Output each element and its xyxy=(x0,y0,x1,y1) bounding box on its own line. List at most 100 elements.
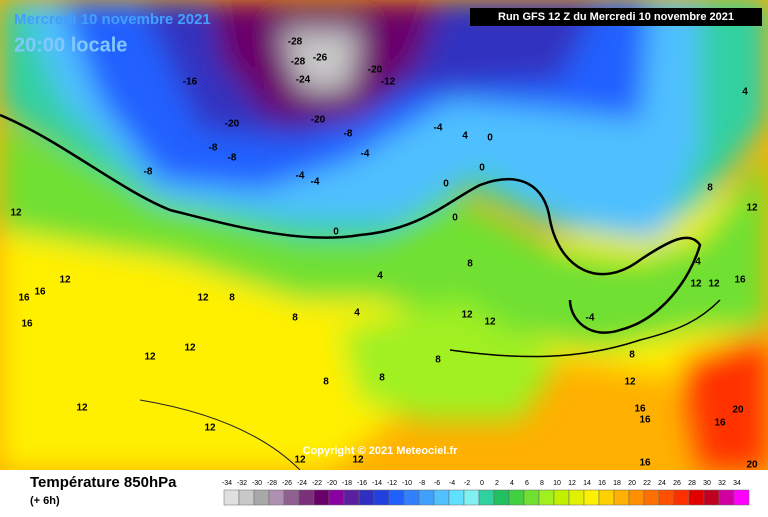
legend-swatch xyxy=(583,489,600,506)
legend-value: -28 xyxy=(267,480,277,487)
legend-swatch xyxy=(658,489,675,506)
map-label: 4 xyxy=(462,131,468,142)
legend-value: -14 xyxy=(372,480,382,487)
zero-isotherm xyxy=(0,113,702,334)
map-label: -28 xyxy=(288,37,303,48)
legend-swatch xyxy=(433,489,450,506)
legend-step: (+ 6h) xyxy=(30,495,60,507)
legend-swatch xyxy=(673,489,690,506)
legend-value: 22 xyxy=(643,480,651,487)
legend-swatch xyxy=(703,489,720,506)
legend-value: 8 xyxy=(540,480,544,487)
legend-swatch xyxy=(253,489,270,506)
legend-swatch xyxy=(403,489,420,506)
map-label: -4 xyxy=(361,149,370,160)
map-label: -8 xyxy=(209,143,218,154)
legend-swatch xyxy=(643,489,660,506)
map-label: -28 xyxy=(291,57,306,68)
legend-value: -34 xyxy=(222,480,232,487)
map-label: 12 xyxy=(690,279,702,290)
legend-value: -32 xyxy=(237,480,247,487)
map-background xyxy=(0,0,768,470)
legend-swatch xyxy=(508,489,525,506)
legend-value: 12 xyxy=(568,480,576,487)
map-label: 8 xyxy=(229,293,235,304)
legend-title: Température 850hPa xyxy=(30,474,177,491)
map-time: 20:00 locale xyxy=(14,34,127,56)
map-label: -8 xyxy=(144,167,153,178)
run-box xyxy=(470,8,762,26)
map-label: -8 xyxy=(344,129,353,140)
legend-swatch xyxy=(328,489,345,506)
map-label: 16 xyxy=(639,458,651,469)
map-label: -20 xyxy=(311,115,326,126)
map-label: -12 xyxy=(381,77,396,88)
map-label: 0 xyxy=(479,163,485,174)
map-label: 16 xyxy=(714,418,726,429)
legend-value: -20 xyxy=(327,480,337,487)
contour xyxy=(449,299,721,358)
legend-value: -12 xyxy=(387,480,397,487)
contour xyxy=(139,399,301,470)
legend-swatch xyxy=(313,489,330,506)
map-label: 16 xyxy=(21,319,33,330)
legend-swatch xyxy=(568,489,585,506)
map-label: 8 xyxy=(292,313,298,324)
legend-value: 26 xyxy=(673,480,681,487)
legend-swatch xyxy=(358,489,375,506)
legend-value: -4 xyxy=(449,480,455,487)
legend-swatch xyxy=(598,489,615,506)
legend-swatch xyxy=(718,489,735,506)
legend-swatch xyxy=(283,489,300,506)
map-label: 0 xyxy=(487,133,493,144)
legend-value: -26 xyxy=(282,480,292,487)
legend-swatch xyxy=(478,489,495,506)
map-label: 4 xyxy=(695,257,701,268)
legend-value: 30 xyxy=(703,480,711,487)
map-label: 0 xyxy=(333,227,339,238)
map-label: -4 xyxy=(586,313,595,324)
legend-swatch xyxy=(343,489,360,506)
map-label: 12 xyxy=(461,310,473,321)
map-label: 12 xyxy=(204,423,216,434)
map-label: 8 xyxy=(467,259,473,270)
map-label: 4 xyxy=(354,308,360,319)
legend-swatch xyxy=(373,489,390,506)
legend-value: -30 xyxy=(252,480,262,487)
legend-swatch xyxy=(688,489,705,506)
legend-value: 14 xyxy=(583,480,591,487)
map-label: 4 xyxy=(742,87,748,98)
copyright: Copyright © 2021 Meteociel.fr xyxy=(303,445,459,457)
map-label: 12 xyxy=(484,317,496,328)
legend-value: 20 xyxy=(628,480,636,487)
legend-value: 24 xyxy=(658,480,666,487)
map-label: -20 xyxy=(225,119,240,130)
legend-value: -24 xyxy=(297,480,307,487)
legend-swatch xyxy=(493,489,510,506)
map-label: 12 xyxy=(76,403,88,414)
legend-value: 34 xyxy=(733,480,741,487)
legend-value: 2 xyxy=(495,480,499,487)
map-label: -20 xyxy=(368,65,383,76)
run-info: Run GFS 12 Z du Mercredi 10 novembre 202… xyxy=(498,11,734,23)
legend-swatch xyxy=(523,489,540,506)
legend-value: -2 xyxy=(464,480,470,487)
legend-swatch xyxy=(538,489,555,506)
legend-swatch xyxy=(463,489,480,506)
legend-swatch xyxy=(268,489,285,506)
map-label: -4 xyxy=(311,177,320,188)
map-label: 16 xyxy=(18,293,30,304)
map-label: 20 xyxy=(732,405,744,416)
legend-value: -16 xyxy=(357,480,367,487)
map-label: 12 xyxy=(197,293,209,304)
map-label: 8 xyxy=(435,355,441,366)
map-label: 16 xyxy=(34,287,46,298)
map-label: 16 xyxy=(634,404,646,415)
legend-value: 10 xyxy=(553,480,561,487)
map-label: 12 xyxy=(10,208,22,219)
legend-swatch xyxy=(238,489,255,506)
legend-value: -10 xyxy=(402,480,412,487)
legend-value: -18 xyxy=(342,480,352,487)
map-label: 12 xyxy=(708,279,720,290)
